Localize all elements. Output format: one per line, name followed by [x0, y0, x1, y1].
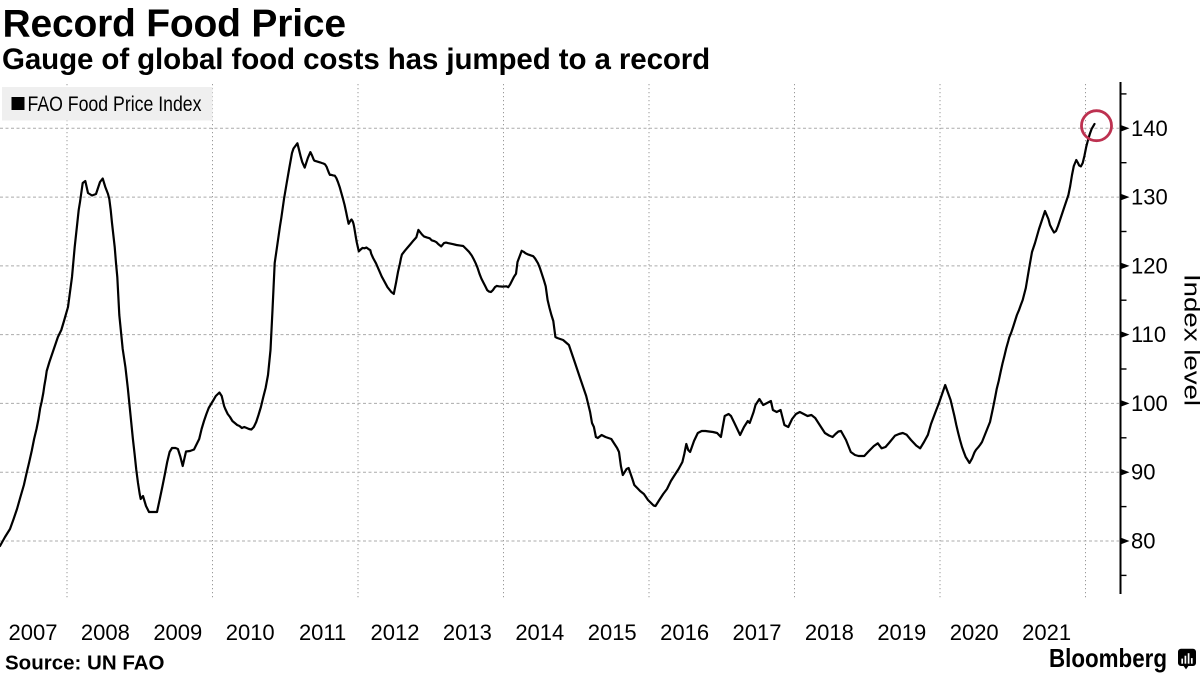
- svg-text:Record Food Price: Record Food Price: [3, 2, 346, 45]
- svg-text:2016: 2016: [660, 620, 709, 645]
- svg-text:2010: 2010: [226, 620, 275, 645]
- svg-text:2007: 2007: [9, 620, 58, 645]
- svg-text:FAO Food Price Index: FAO Food Price Index: [28, 93, 202, 116]
- svg-text:130: 130: [1131, 185, 1168, 210]
- svg-text:2008: 2008: [81, 620, 130, 645]
- svg-text:Gauge of global food costs has: Gauge of global food costs has jumped to…: [2, 43, 710, 76]
- svg-text:2019: 2019: [877, 620, 926, 645]
- svg-text:2014: 2014: [515, 620, 564, 645]
- svg-text:90: 90: [1131, 460, 1155, 485]
- svg-text:Source: UN FAO: Source: UN FAO: [5, 652, 165, 675]
- svg-text:2011: 2011: [299, 620, 346, 645]
- svg-text:2013: 2013: [443, 620, 492, 645]
- svg-text:2020: 2020: [950, 620, 999, 645]
- svg-text:Index level: Index level: [1180, 274, 1200, 406]
- svg-text:Bloomberg: Bloomberg: [1049, 643, 1167, 673]
- svg-text:2015: 2015: [588, 620, 637, 645]
- svg-text:2021: 2021: [1022, 620, 1071, 645]
- svg-text:80: 80: [1131, 529, 1155, 554]
- svg-text:2018: 2018: [805, 620, 854, 645]
- svg-text:2017: 2017: [733, 620, 782, 645]
- svg-text:100: 100: [1131, 391, 1168, 416]
- svg-text:110: 110: [1131, 322, 1166, 347]
- svg-text:140: 140: [1131, 116, 1168, 141]
- svg-text:2009: 2009: [153, 620, 202, 645]
- svg-text:120: 120: [1131, 253, 1168, 278]
- svg-text:2012: 2012: [371, 620, 420, 645]
